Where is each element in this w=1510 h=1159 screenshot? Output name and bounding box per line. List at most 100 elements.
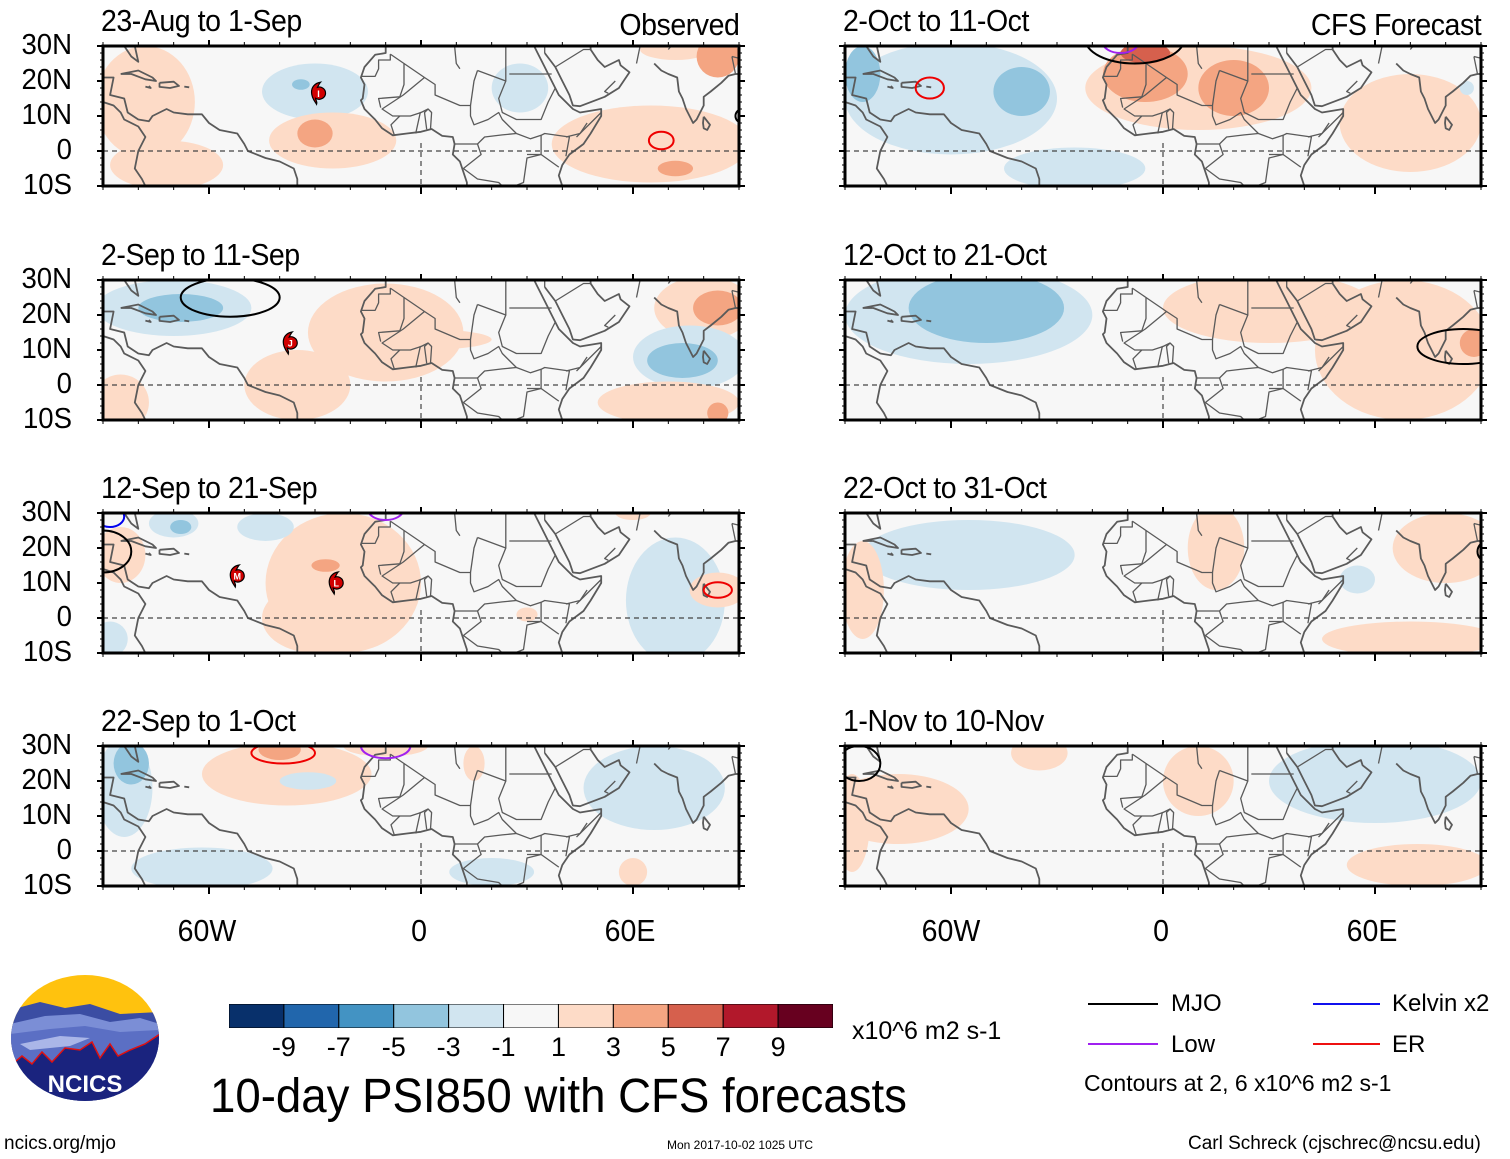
coastline <box>1336 893 1340 894</box>
negative-anomaly <box>1004 147 1146 186</box>
coastline <box>845 568 889 653</box>
coastline <box>926 785 932 789</box>
lat-label-30n: 30N <box>21 29 72 61</box>
coastline <box>103 335 147 420</box>
colorbar-tick-label: 1 <box>550 1032 566 1062</box>
country-border <box>1145 296 1221 341</box>
country-border <box>1157 111 1163 134</box>
coastline <box>103 310 299 420</box>
coastline <box>862 69 899 82</box>
country-border <box>390 115 401 136</box>
positive-anomaly <box>1198 60 1269 116</box>
legend-low-line <box>1088 1043 1158 1045</box>
country-border <box>498 80 556 121</box>
panel-title-p4: 22-Sep to 1-Oct <box>101 703 296 738</box>
storm-letter: I <box>317 89 320 99</box>
country-border <box>1102 54 1133 78</box>
coastline <box>926 85 932 89</box>
country-border <box>1377 280 1383 298</box>
country-border <box>1346 547 1358 561</box>
lat-label-0: 0 <box>56 834 72 866</box>
country-border <box>454 132 517 145</box>
contour-mjo <box>1416 328 1481 365</box>
country-border <box>1157 345 1163 368</box>
country-border <box>1145 762 1221 807</box>
country-border <box>498 547 556 588</box>
country-border <box>1296 48 1333 68</box>
country-border <box>576 579 602 605</box>
positive-anomaly <box>297 119 333 148</box>
country-border <box>1296 748 1333 768</box>
lat-label-10s: 10S <box>22 403 72 435</box>
footer-url[interactable]: ncics.org/mjo <box>4 1133 116 1154</box>
country-border <box>604 780 616 794</box>
positive-anomaly <box>693 290 739 326</box>
country-border <box>1196 832 1259 845</box>
coastline <box>1336 193 1340 194</box>
country-border <box>1102 754 1133 778</box>
coastline <box>158 80 180 89</box>
footer-author: Carl Schreck (cjschrec@ncsu.edu) <box>1188 1133 1481 1154</box>
country-border <box>454 832 517 845</box>
colorbar-swatch <box>777 1003 834 1029</box>
country-border <box>731 755 739 775</box>
lon-label-60e-right: 60E <box>1346 913 1398 948</box>
country-border <box>1102 521 1133 545</box>
country-border <box>1123 310 1175 364</box>
country-border <box>462 843 542 886</box>
lon-label-60e-left: 60E <box>604 913 656 948</box>
legend-kelvin-line <box>1313 1003 1380 1005</box>
country-border <box>469 339 571 391</box>
negative-anomaly <box>1339 565 1375 594</box>
negative-anomaly <box>1269 746 1481 823</box>
negative-anomaly <box>647 343 718 378</box>
country-border <box>423 575 429 597</box>
colorbar-swatch <box>612 1003 669 1029</box>
country-border <box>469 105 571 157</box>
positive-anomaly <box>689 572 739 608</box>
footer-timestamp: Mon 2017-10-02 1025 UTC <box>667 1138 814 1152</box>
positive-anomaly <box>1163 746 1234 816</box>
map-panel-p5 <box>839 40 1487 194</box>
negative-anomaly <box>583 746 725 830</box>
country-border <box>1219 746 1249 782</box>
country-border <box>576 346 602 372</box>
map-panel-p2: J <box>97 274 745 428</box>
country-border <box>1282 135 1302 168</box>
contour-mjo <box>179 280 281 318</box>
country-border <box>1157 578 1163 601</box>
country-border <box>1123 776 1175 830</box>
country-border <box>1346 314 1358 328</box>
coastline <box>653 296 739 358</box>
country-border <box>390 582 401 603</box>
coastline <box>900 547 922 556</box>
legend-er-label: ER <box>1392 1031 1426 1058</box>
coastline <box>158 547 180 556</box>
coastline <box>1444 116 1453 131</box>
country-border <box>381 543 433 597</box>
coastline <box>845 776 1041 886</box>
country-border <box>554 748 591 768</box>
ncics-logo: NCICS <box>10 974 160 1102</box>
country-border <box>453 513 461 537</box>
country-border <box>1296 515 1333 535</box>
positive-anomaly <box>103 527 146 583</box>
country-border <box>415 811 421 834</box>
map-panel-p3: ML <box>97 507 745 661</box>
coastline <box>845 513 882 530</box>
storm-letter: L <box>333 579 339 589</box>
lat-label-10n: 10N <box>21 99 72 131</box>
country-border <box>635 46 641 64</box>
country-border <box>1204 377 1284 420</box>
country-border <box>1165 808 1171 830</box>
coastline <box>845 746 882 763</box>
coastline <box>594 427 598 428</box>
negative-anomaly <box>170 520 192 534</box>
country-border <box>1240 780 1298 821</box>
coastline <box>887 785 894 789</box>
country-border <box>1132 582 1143 603</box>
colorbar-tick-label: 7 <box>715 1032 731 1062</box>
country-border <box>1282 835 1302 868</box>
colorbar-tick-label: -1 <box>491 1032 516 1062</box>
storm-letter: J <box>288 339 293 349</box>
